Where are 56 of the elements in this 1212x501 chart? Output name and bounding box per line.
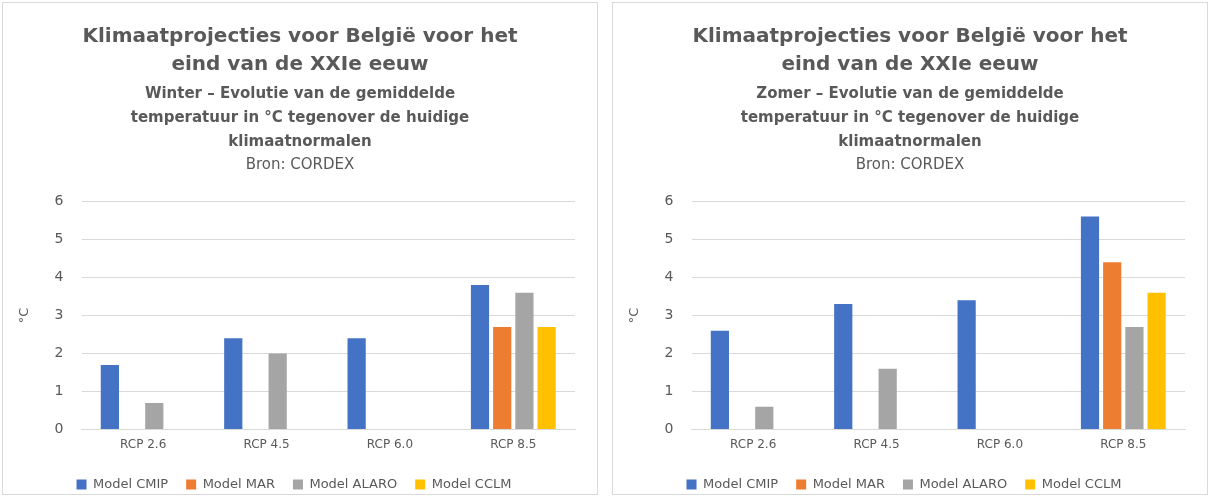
- bar: [755, 406, 774, 430]
- bar: [878, 368, 897, 430]
- legend-label: Model CMIP: [703, 475, 779, 491]
- bar: [347, 338, 366, 430]
- bar: [268, 353, 287, 430]
- y-tick-label: 5: [664, 230, 674, 247]
- text: Bron: CORDEX: [854, 154, 966, 175]
- x-tick-label: RCP 4.5: [243, 436, 290, 451]
- y-tick-label: 0: [54, 420, 64, 437]
- y-tick-label: 2: [54, 344, 64, 361]
- bar: [537, 326, 556, 430]
- legend-label: Model CMIP: [93, 475, 169, 491]
- legend-label: Model CCLM: [431, 475, 512, 491]
- text: Bron: CORDEX: [244, 154, 356, 175]
- x-tick-label: RCP 2.6: [730, 436, 777, 451]
- y-tick-label: 4: [664, 268, 674, 285]
- y-tick-label: 4: [54, 268, 64, 285]
- bar: [710, 330, 729, 430]
- x-tick-label: RCP 8.5: [1100, 436, 1147, 451]
- y-tick-label: 3: [54, 306, 64, 323]
- chart-subtitle: Zomer – Evolutie van de gemiddelde temperatuur in °C tegenover de huidige klimaatnormalen: [739, 83, 1081, 152]
- bar: [493, 326, 512, 430]
- bar: [224, 338, 243, 430]
- chart-subtitle: Winter – Evolutie van de gemiddelde temperatuur in °C tegenover de huidige klimaatnormalen: [129, 83, 471, 152]
- legend-label: Model ALARO: [309, 475, 398, 491]
- legend-label: Model MAR: [812, 475, 885, 491]
- bar: [515, 292, 534, 430]
- bar: [1147, 292, 1166, 430]
- y-tick-label: 5: [54, 230, 64, 247]
- legend-label: Model ALARO: [919, 475, 1008, 491]
- y-tick-label: 2: [664, 344, 674, 361]
- x-tick-label: RCP 8.5: [490, 436, 537, 451]
- y-tick-label: 3: [664, 306, 674, 323]
- y-tick-label: 1: [54, 382, 64, 399]
- y-axis-title: °C: [16, 307, 32, 324]
- chart-title: Klimaatprojecties voor België voor het eind van de XXIe eeuw: [691, 22, 1129, 77]
- bar: [834, 304, 853, 430]
- x-tick-label: RCP 4.5: [853, 436, 900, 451]
- x-tick-label: RCP 2.6: [120, 436, 167, 451]
- x-tick-label: RCP 6.0: [366, 436, 414, 451]
- bar: [1103, 262, 1122, 430]
- y-tick-label: 0: [664, 420, 674, 437]
- y-tick-label: 6: [664, 192, 674, 209]
- chart-title: Klimaatprojecties voor België voor het eind van de XXIe eeuw: [81, 22, 519, 77]
- bar: [470, 285, 490, 430]
- bar: [1080, 216, 1100, 430]
- legend-label: Model MAR: [202, 475, 275, 491]
- bar: [100, 364, 119, 430]
- bar: [145, 402, 164, 430]
- y-axis-title: °C: [626, 307, 642, 324]
- x-tick-label: RCP 6.0: [976, 436, 1024, 451]
- y-tick-label: 6: [54, 192, 64, 209]
- y-tick-label: 1: [664, 382, 674, 399]
- legend-label: Model CCLM: [1041, 475, 1122, 491]
- bar: [957, 300, 976, 430]
- bar: [1125, 326, 1144, 430]
